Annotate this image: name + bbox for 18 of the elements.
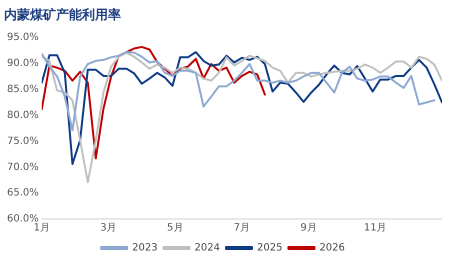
legend-label: 2026	[319, 242, 345, 254]
y-tick-label: 95.0%	[6, 32, 39, 44]
x-tick-label: 1月	[34, 222, 50, 234]
y-tick-label: 75.0%	[6, 136, 39, 147]
y-tick-label: 70.0%	[6, 162, 39, 173]
y-tick-label: 65.0%	[6, 188, 39, 199]
x-tick-label: 11月	[364, 222, 387, 234]
legend-label: 2025	[257, 242, 282, 254]
x-tick-label: 5月	[166, 222, 184, 234]
legend-label: 2023	[132, 242, 158, 254]
y-tick-label: 90.0%	[6, 58, 39, 70]
y-tick-label: 80.0%	[6, 110, 39, 121]
chart-title: 内蒙煤矿产能利用率	[4, 7, 121, 24]
x-tick-label: 9月	[300, 222, 317, 234]
x-tick-label: 7月	[234, 222, 250, 234]
x-tick-label: 3月	[100, 222, 117, 234]
legend-label: 2024	[194, 242, 220, 254]
y-tick-label: 85.0%	[6, 84, 39, 96]
